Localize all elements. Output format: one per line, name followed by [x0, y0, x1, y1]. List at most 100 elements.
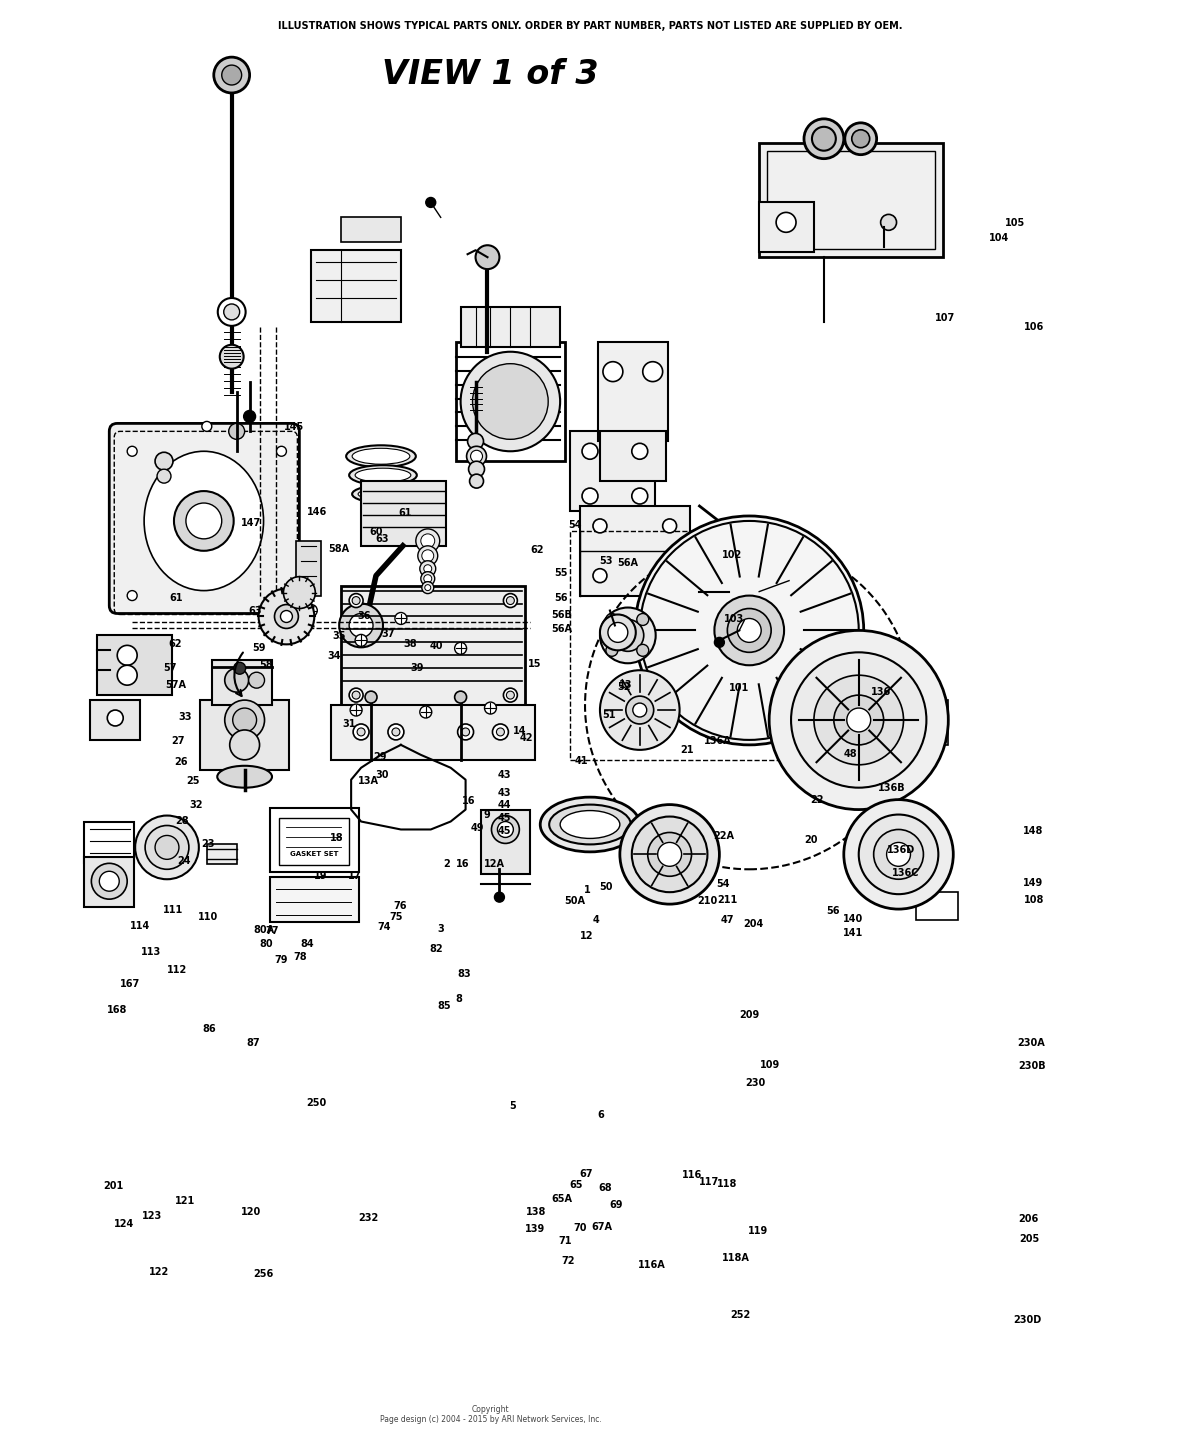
Text: 147: 147 — [241, 518, 261, 528]
Text: 61: 61 — [170, 593, 183, 603]
Circle shape — [173, 491, 234, 551]
Text: 37: 37 — [381, 629, 395, 639]
Text: 14: 14 — [513, 725, 526, 735]
Text: 61: 61 — [399, 508, 412, 518]
Text: 104: 104 — [989, 233, 1009, 243]
Circle shape — [219, 345, 243, 368]
Text: 53: 53 — [599, 555, 614, 566]
Circle shape — [339, 603, 384, 648]
Circle shape — [281, 610, 293, 623]
Text: 113: 113 — [140, 947, 160, 957]
Ellipse shape — [144, 452, 263, 590]
Circle shape — [224, 304, 240, 319]
Text: 140: 140 — [843, 914, 864, 924]
Bar — [85, 822, 135, 863]
Circle shape — [663, 519, 676, 532]
Text: 102: 102 — [722, 550, 742, 560]
Text: 136D: 136D — [887, 845, 916, 855]
Circle shape — [418, 545, 438, 566]
Bar — [341, 586, 525, 705]
Circle shape — [472, 364, 549, 439]
Text: 57: 57 — [163, 663, 176, 673]
Bar — [460, 307, 560, 347]
Ellipse shape — [560, 810, 620, 839]
Text: 230A: 230A — [1017, 1038, 1045, 1048]
Circle shape — [605, 645, 618, 656]
Circle shape — [145, 826, 189, 869]
Text: 106: 106 — [1024, 322, 1044, 332]
Text: 110: 110 — [198, 912, 218, 922]
Circle shape — [460, 351, 560, 452]
Text: 146: 146 — [308, 507, 328, 517]
Text: 77: 77 — [266, 927, 278, 937]
Text: VIEW 1 of 3: VIEW 1 of 3 — [382, 58, 598, 91]
Circle shape — [352, 597, 360, 604]
Text: 50: 50 — [599, 882, 614, 892]
Circle shape — [425, 584, 431, 590]
Ellipse shape — [349, 465, 417, 485]
Text: 101: 101 — [729, 684, 749, 694]
Circle shape — [91, 863, 127, 899]
Text: 167: 167 — [119, 980, 139, 990]
Circle shape — [635, 517, 864, 745]
Text: 136: 136 — [871, 688, 891, 698]
Text: 20: 20 — [804, 835, 818, 845]
Text: 256: 256 — [254, 1269, 274, 1279]
Circle shape — [117, 645, 137, 665]
Text: 47: 47 — [721, 915, 734, 925]
Circle shape — [582, 443, 598, 459]
Circle shape — [727, 609, 772, 652]
Bar — [729, 581, 759, 603]
Text: 27: 27 — [171, 735, 184, 745]
Text: 56B: 56B — [551, 610, 572, 620]
Circle shape — [844, 800, 953, 909]
Text: 44: 44 — [498, 800, 511, 810]
Text: 22: 22 — [809, 794, 824, 804]
Text: 205: 205 — [1020, 1235, 1040, 1245]
Circle shape — [599, 607, 656, 663]
Text: 63: 63 — [249, 606, 262, 616]
Text: 112: 112 — [166, 966, 186, 976]
Text: 70: 70 — [573, 1223, 588, 1233]
Text: 109: 109 — [760, 1059, 780, 1069]
Bar — [640, 845, 675, 862]
Circle shape — [202, 422, 211, 432]
Circle shape — [814, 675, 904, 764]
Ellipse shape — [355, 468, 411, 482]
Text: 118A: 118A — [722, 1253, 749, 1263]
Text: 211: 211 — [717, 895, 738, 905]
Bar — [85, 858, 135, 907]
Circle shape — [852, 130, 870, 148]
Text: 62: 62 — [169, 639, 182, 649]
Circle shape — [631, 488, 648, 504]
Text: 39: 39 — [411, 663, 424, 673]
Circle shape — [886, 842, 911, 866]
Circle shape — [663, 568, 676, 583]
Text: 13A: 13A — [358, 776, 379, 786]
Text: 5: 5 — [509, 1101, 516, 1111]
Circle shape — [466, 446, 486, 466]
Circle shape — [458, 724, 473, 740]
Circle shape — [395, 613, 407, 625]
Text: 36: 36 — [358, 612, 372, 622]
Bar — [199, 701, 289, 770]
Bar — [759, 142, 943, 258]
Text: 21: 21 — [681, 744, 694, 754]
Text: 108: 108 — [1024, 895, 1044, 905]
Text: 68: 68 — [598, 1183, 612, 1193]
Circle shape — [234, 662, 245, 675]
Circle shape — [461, 728, 470, 735]
Text: GASKET SET: GASKET SET — [290, 852, 339, 858]
Text: 48: 48 — [844, 748, 858, 758]
Circle shape — [625, 696, 654, 724]
Text: 25: 25 — [186, 776, 199, 786]
Circle shape — [859, 814, 938, 894]
Text: 141: 141 — [843, 928, 864, 938]
Text: 105: 105 — [1005, 217, 1025, 227]
Text: 119: 119 — [748, 1226, 768, 1236]
Text: 22A: 22A — [714, 830, 734, 840]
Text: 17: 17 — [348, 871, 362, 881]
Circle shape — [492, 724, 509, 740]
Circle shape — [349, 594, 363, 607]
Circle shape — [421, 581, 434, 594]
